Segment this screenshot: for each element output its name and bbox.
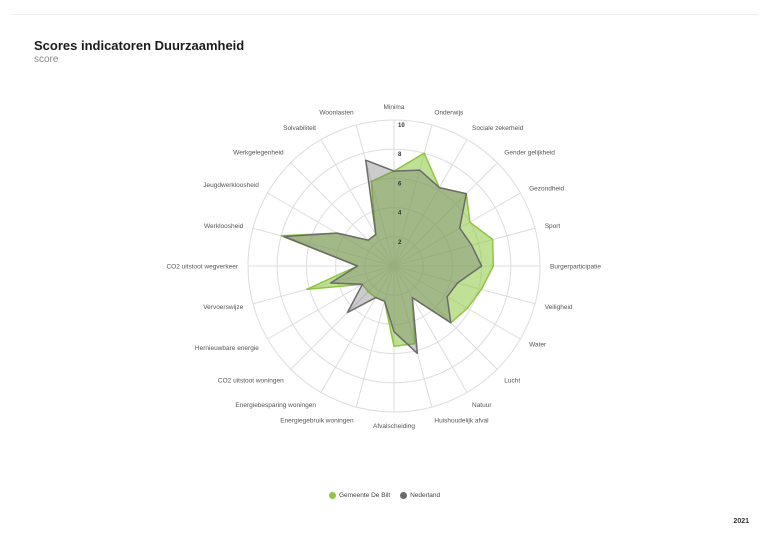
legend-label-gemeente: Gemeente De Bilt [338, 492, 391, 500]
radial-tick-label: 8 [398, 152, 402, 158]
radial-tick-label: 4 [398, 211, 402, 217]
legend-label-nederland: Nederland [410, 492, 441, 500]
axis-label: Minima [384, 104, 405, 111]
axis-label: Veiligheid [545, 304, 573, 311]
axis-label: Gezondheid [529, 186, 564, 193]
radial-tick-label: 10 [398, 123, 405, 129]
axis-label: Vervoerswijze [203, 304, 243, 311]
axis-label: Energiegebruik woningen [280, 418, 354, 425]
axis-label: Sport [545, 223, 561, 230]
chart-subtitle: score [34, 54, 59, 65]
legend-swatch-gemeente [328, 492, 336, 499]
axis-label: Jeugdwerkloosheid [203, 182, 259, 189]
axis-label: Natuur [472, 402, 492, 409]
axis-label: Solvabiliteit [283, 125, 316, 132]
axis-labels: Minima Onderwijs Sociale zekerheid Gender g… [166, 104, 601, 430]
axis-label: Energiebesparing woningen [235, 402, 316, 409]
axis-label: Hernieuwbare energie [195, 345, 259, 352]
legend-item-gemeente[interactable]: Gemeente De Bilt [328, 492, 391, 500]
axis-label: CO2 uitstoot wegverkeer [166, 264, 238, 271]
axis-label: Lucht [504, 377, 520, 384]
axis-label: Gender gelijkheid [504, 150, 555, 157]
radial-tick-labels: 2 4 6 8 10 [398, 123, 405, 246]
legend-swatch-nederland [400, 492, 408, 499]
axis-label: Woonlasten [319, 109, 354, 116]
legend: Gemeente De Bilt Nederland [0, 492, 769, 499]
year-label: 2021 [733, 518, 749, 525]
radar-series [280, 152, 495, 355]
axis-label: Werkgelegenheid [233, 150, 284, 157]
axis-label: Afvalscheiding [373, 423, 415, 430]
radial-tick-label: 2 [398, 240, 402, 246]
series-area-nederland [283, 159, 483, 355]
axis-label: Huishoudelijk afval [434, 418, 489, 425]
axis-label: Werkloosheid [204, 223, 244, 230]
axis-label: Water [529, 342, 547, 349]
chart-title: Scores indicatoren Duurzaamheid [34, 38, 245, 53]
axis-label: CO2 uitstoot woningen [218, 377, 284, 384]
radial-tick-label: 6 [398, 181, 402, 187]
legend-item-nederland[interactable]: Nederland [400, 492, 440, 499]
axis-label: Onderwijs [434, 109, 464, 116]
axis-label: Sociale zekerheid [472, 125, 524, 132]
axis-label: Burgerparticipatie [550, 264, 601, 271]
